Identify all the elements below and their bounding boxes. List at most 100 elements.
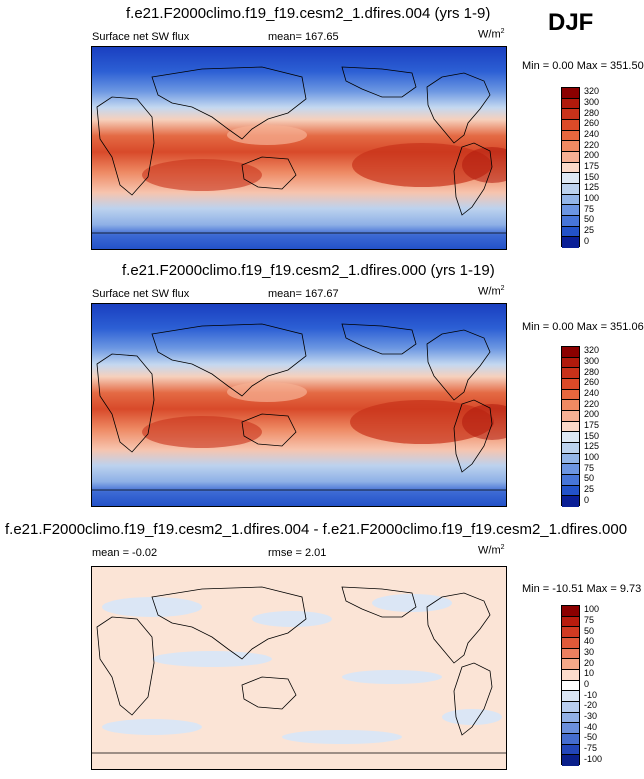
colorbar-swatch — [562, 474, 579, 486]
panel-1-field — [92, 47, 506, 249]
colorbar-swatch — [562, 723, 579, 734]
panel-3-minmax: Min = -10.51 Max = 9.73 — [522, 583, 642, 595]
colorbar-swatch — [562, 701, 579, 713]
colorbar-level-label: -20 — [584, 700, 598, 711]
colorbar-level-label: 300 — [584, 356, 600, 366]
panel-2-minmax: Min = 0.00 Max = 351.06 — [522, 321, 644, 333]
colorbar-swatch — [562, 378, 579, 390]
colorbar-level-label: 0 — [584, 235, 590, 246]
colorbar-level-label: -75 — [584, 743, 598, 753]
panel-2-title: f.e21.F2000climo.f19_f19.cesm2_1.dfires.… — [122, 262, 495, 279]
colorbar-swatch — [562, 226, 579, 238]
colorbar-swatch — [562, 755, 579, 766]
panel-2-units: W/m2 — [478, 285, 505, 298]
panel-1-mean: mean= 167.65 — [268, 31, 339, 43]
colorbar-level-label: 75 — [584, 203, 595, 214]
panel-1-colorbar — [561, 87, 580, 248]
panel-2-variable: Surface net SW flux — [92, 288, 190, 300]
colorbar-swatch — [562, 215, 579, 227]
colorbar-level-label: 50 — [584, 625, 595, 636]
colorbar-level-label: 320 — [584, 345, 600, 356]
colorbar-swatch — [562, 130, 579, 142]
colorbar-level-label: 200 — [584, 409, 600, 420]
colorbar-level-label: 0 — [584, 679, 590, 689]
colorbar-level-label: 200 — [584, 150, 600, 161]
colorbar-swatch — [562, 637, 579, 649]
colorbar-level-label: 150 — [584, 430, 600, 441]
colorbar-level-label: 10 — [584, 668, 595, 679]
colorbar-swatch — [562, 496, 579, 507]
panel-2-field — [92, 304, 506, 506]
colorbar-swatch — [562, 109, 579, 120]
panel-1-variable: Surface net SW flux — [92, 31, 190, 43]
colorbar-level-label: 50 — [584, 473, 595, 484]
colorbar-swatch — [562, 368, 579, 379]
colorbar-level-label: 175 — [584, 420, 600, 430]
colorbar-level-label: 125 — [584, 182, 600, 193]
colorbar-level-label: 50 — [584, 214, 595, 225]
colorbar-swatch — [562, 432, 579, 443]
colorbar-level-label: 0 — [584, 494, 590, 505]
colorbar-level-label: 240 — [584, 388, 600, 398]
colorbar-level-label: 175 — [584, 161, 600, 171]
panel-2-map — [91, 303, 507, 507]
colorbar-swatch — [562, 485, 579, 497]
colorbar-swatch — [562, 237, 579, 248]
colorbar-level-label: -10 — [584, 689, 598, 700]
panel-1-title: f.e21.F2000climo.f19_f19.cesm2_1.dfires.… — [126, 5, 491, 22]
colorbar-swatch — [562, 616, 579, 628]
colorbar-level-label: 280 — [584, 366, 600, 377]
season-label: DJF — [548, 9, 594, 36]
colorbar-level-label: -30 — [584, 711, 598, 721]
colorbar-swatch — [562, 464, 579, 475]
colorbar-level-label: 100 — [584, 604, 600, 615]
panel-3-field — [92, 567, 506, 769]
colorbar-swatch — [562, 389, 579, 401]
colorbar-level-label: -50 — [584, 732, 598, 743]
colorbar-level-label: 30 — [584, 647, 595, 657]
colorbar-swatch — [562, 421, 579, 433]
colorbar-level-label: 20 — [584, 657, 595, 668]
panel-1-map — [91, 46, 507, 250]
colorbar-level-label: 220 — [584, 139, 600, 150]
colorbar-swatch — [562, 98, 579, 110]
colorbar-level-label: 150 — [584, 171, 600, 182]
colorbar-swatch — [562, 691, 579, 702]
colorbar-swatch — [562, 205, 579, 216]
colorbar-level-label: 75 — [584, 462, 595, 473]
panel-2-colorbar — [561, 346, 580, 507]
colorbar-level-label: 100 — [584, 452, 600, 462]
colorbar-swatch — [562, 627, 579, 638]
colorbar-level-label: 25 — [584, 484, 595, 494]
colorbar-level-label: 75 — [584, 615, 595, 625]
colorbar-swatch — [562, 357, 579, 369]
colorbar-swatch — [562, 162, 579, 174]
panel-1-units: W/m2 — [478, 28, 505, 41]
panel-1-minmax: Min = 0.00 Max = 351.50 — [522, 60, 644, 72]
colorbar-level-label: 280 — [584, 107, 600, 118]
colorbar-swatch — [562, 347, 579, 358]
colorbar-level-label: 240 — [584, 129, 600, 139]
panel-3-colorbar — [561, 605, 580, 766]
colorbar-level-label: 220 — [584, 398, 600, 409]
colorbar-swatch — [562, 410, 579, 422]
panel-3-map — [91, 566, 507, 770]
colorbar-level-label: 260 — [584, 118, 600, 129]
colorbar-swatch — [562, 88, 579, 99]
colorbar-swatch — [562, 648, 579, 660]
colorbar-swatch — [562, 680, 579, 692]
colorbar-swatch — [562, 400, 579, 411]
colorbar-swatch — [562, 442, 579, 454]
colorbar-level-label: 320 — [584, 86, 600, 97]
colorbar-swatch — [562, 744, 579, 756]
colorbar-swatch — [562, 453, 579, 465]
panel-3-units: W/m2 — [478, 544, 505, 557]
colorbar-swatch — [562, 669, 579, 681]
colorbar-level-label: -100 — [584, 753, 603, 764]
colorbar-level-label: 100 — [584, 193, 600, 203]
colorbar-level-label: 260 — [584, 377, 600, 388]
colorbar-swatch — [562, 119, 579, 131]
colorbar-swatch — [562, 194, 579, 206]
colorbar-swatch — [562, 659, 579, 670]
